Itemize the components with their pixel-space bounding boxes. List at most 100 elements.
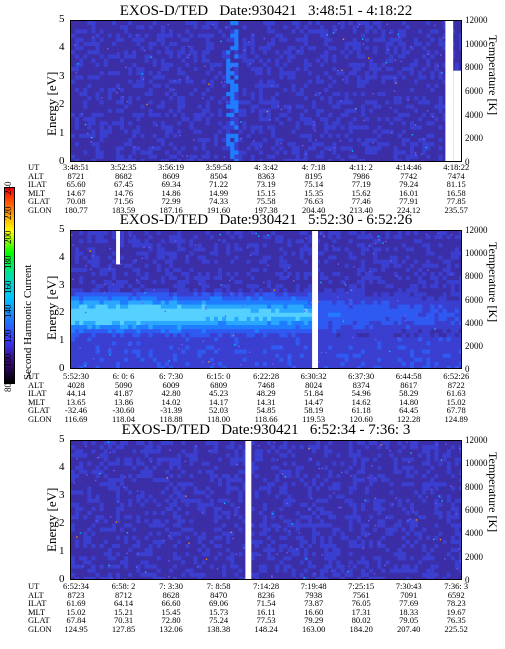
heatmap-cell: [164, 361, 170, 367]
heatmap-cell: [369, 121, 374, 127]
heatmap-cell: [409, 146, 415, 152]
heatmap-cell: [389, 100, 395, 106]
heatmap-cell: [234, 365, 240, 368]
heatmap-cell: [442, 83, 448, 89]
heatmap-cell: [405, 79, 411, 85]
heatmap-cell: [115, 25, 121, 30]
heatmap-cell: [352, 25, 358, 30]
heatmap-cell: [173, 296, 178, 302]
heatmap-cell: [340, 29, 346, 35]
heatmap-cell: [218, 66, 223, 72]
heatmap-cell: [275, 75, 280, 81]
speckle-mark: [225, 26, 227, 29]
heatmap-cell: [152, 288, 158, 293]
heatmap-cell: [311, 133, 317, 139]
heatmap-cell: [283, 41, 289, 47]
heatmap-cell: [111, 284, 117, 289]
heatmap-cell: [83, 304, 88, 310]
heatmap-cell: [124, 353, 129, 359]
heatmap-cell: [254, 37, 260, 43]
heatmap-cell: [193, 296, 199, 302]
heatmap-cell: [91, 231, 97, 236]
heatmap-cell: [160, 129, 166, 135]
heatmap-cell: [299, 54, 305, 60]
heatmap-cell: [107, 255, 113, 261]
heatmap-cell: [181, 71, 186, 76]
heatmap-cell: [393, 83, 399, 89]
heatmap-cell: [177, 337, 182, 342]
heatmap-cell: [385, 25, 391, 30]
heatmap-cell: [262, 150, 268, 156]
heatmap-cell: [132, 308, 137, 314]
heatmap-cell: [234, 154, 240, 160]
heatmap-cell: [442, 21, 448, 26]
heatmap-cell: [226, 71, 231, 76]
heatmap-cell: [409, 112, 415, 118]
heatmap-cell: [124, 37, 129, 43]
heatmap-cell: [218, 320, 223, 326]
heatmap-cell: [344, 21, 350, 26]
heatmap-cell: [422, 117, 427, 122]
heatmap-cell: [397, 117, 403, 122]
heatmap-cell: [75, 308, 80, 314]
heatmap-cell: [201, 112, 207, 118]
heatmap-cell: [144, 158, 150, 161]
heatmap-cell: [87, 325, 93, 330]
heatmap-cell: [91, 235, 97, 240]
heatmap-cell: [320, 100, 325, 106]
heatmap-cell: [173, 83, 178, 89]
heatmap-cell: [164, 50, 170, 56]
heatmap-cell: [332, 158, 338, 161]
heatmap-cell: [107, 66, 113, 72]
heatmap-cell: [385, 66, 391, 72]
heatmap-cell: [242, 300, 248, 306]
heatmap-cell: [177, 125, 182, 131]
heatmap-cell: [409, 50, 415, 56]
heatmap-cell: [148, 87, 154, 93]
speckle-mark: [188, 54, 191, 56]
heatmap-cell: [307, 37, 313, 43]
heatmap-cell: [83, 158, 88, 161]
heatmap-cell: [213, 337, 219, 342]
heatmap-cell: [128, 300, 133, 306]
heatmap-cell: [209, 108, 215, 114]
heatmap-cell: [181, 353, 186, 359]
heatmap-cell: [242, 37, 248, 43]
heatmap-cell: [177, 25, 182, 30]
heatmap-cell: [140, 46, 146, 51]
heatmap-cell: [422, 129, 427, 135]
heatmap-cell: [258, 96, 264, 101]
heatmap-cell: [144, 75, 150, 81]
heatmap-cell: [185, 361, 191, 367]
heatmap-cell: [120, 87, 125, 93]
heatmap-cell: [226, 33, 231, 39]
heatmap-cell: [128, 325, 133, 330]
ephemeris-value: 14.76: [113, 187, 134, 198]
heatmap-cell: [307, 21, 313, 26]
heatmap-cell: [111, 345, 117, 351]
speckle-mark: [204, 65, 206, 67]
heatmap-cell: [71, 46, 76, 51]
heatmap-cell: [144, 333, 150, 338]
heatmap-cell: [103, 112, 109, 118]
heatmap-cell: [124, 100, 129, 106]
heatmap-cell: [434, 25, 440, 30]
heatmap-cell: [409, 92, 415, 97]
ephemeris-value: 67.45: [113, 179, 134, 190]
heatmap-cell: [152, 46, 158, 51]
heatmap-cell: [144, 263, 150, 269]
heatmap-cell: [115, 87, 121, 93]
heatmap-cell: [373, 112, 378, 118]
heatmap-cell: [156, 361, 162, 367]
heatmap-cell: [103, 71, 109, 76]
heatmap-cell: [311, 87, 317, 93]
heatmap-cell: [136, 333, 142, 338]
ephemeris-value: 180.77: [64, 204, 88, 215]
heatmap-cell: [409, 54, 415, 60]
y-tick-label: 3: [59, 69, 65, 82]
heatmap-cell: [169, 263, 174, 269]
heatmap-cell: [397, 54, 403, 60]
heatmap-cell: [381, 50, 387, 56]
heatmap-cell: [422, 146, 427, 152]
heatmap-cell: [205, 243, 211, 248]
